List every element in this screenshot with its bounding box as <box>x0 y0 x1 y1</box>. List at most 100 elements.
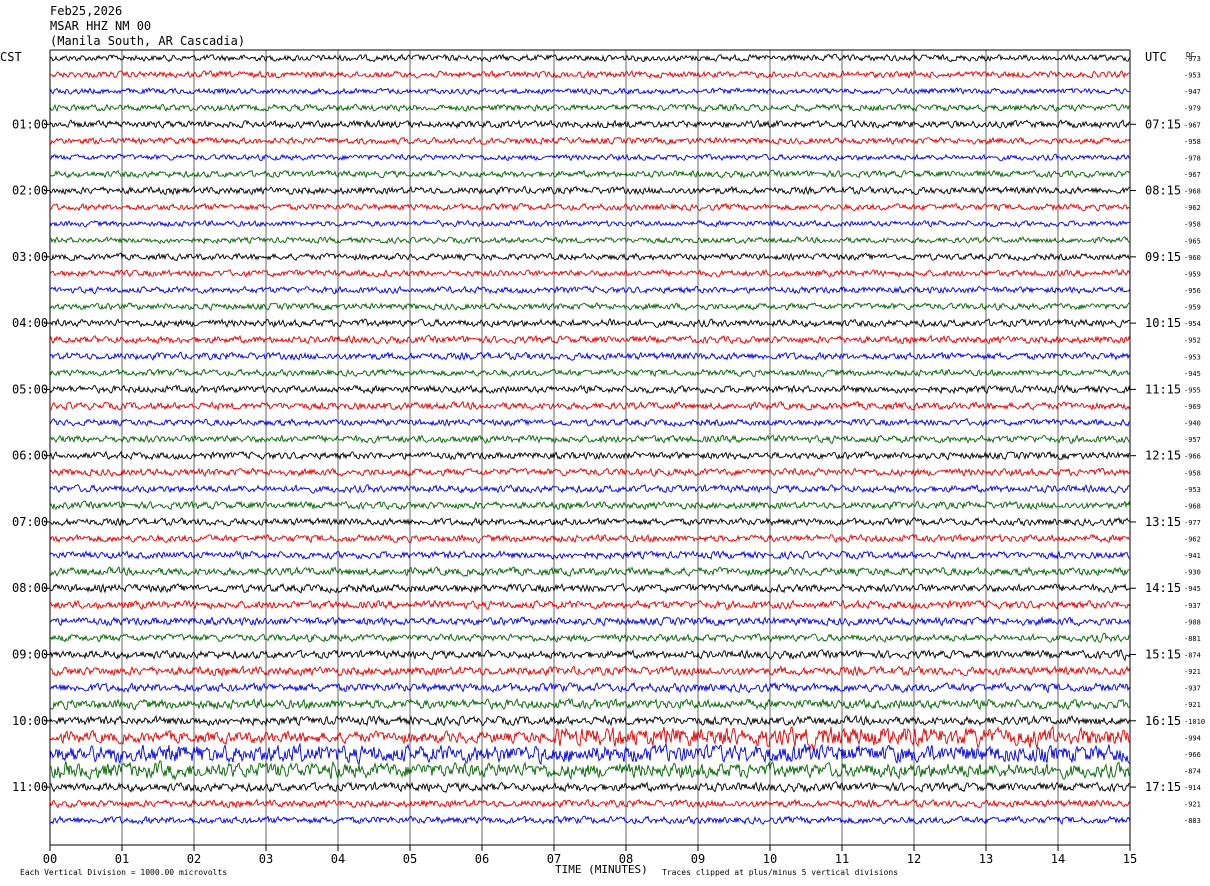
header-station: MSAR HHZ NM 00 <box>50 19 152 33</box>
trace-line <box>49 697 1131 711</box>
trace-line <box>49 285 1131 295</box>
trace-line <box>49 798 1131 809</box>
trace-line <box>49 681 1131 694</box>
dc-offset-label: -959 <box>1184 270 1201 278</box>
trace-line <box>49 550 1131 560</box>
dc-offset-label: -883 <box>1184 817 1201 825</box>
dc-offset-label: -953 <box>1184 486 1201 494</box>
dc-offset-label: -914 <box>1184 784 1201 792</box>
trace-line <box>49 136 1131 146</box>
dc-offset-label: -937 <box>1184 685 1201 693</box>
trace-line <box>49 252 1131 262</box>
dc-offset-label: -921 <box>1184 668 1201 676</box>
dc-offset-label: -955 <box>1184 386 1201 394</box>
dc-offset-label: -958 <box>1184 138 1201 146</box>
dc-offset-label: -973 <box>1184 55 1201 63</box>
header-date: Feb25,2026 <box>50 4 123 18</box>
trace-line <box>49 434 1131 445</box>
grid-lines <box>44 49 1136 851</box>
trace-line <box>49 599 1131 611</box>
right-time-label: 08:15 <box>1145 184 1181 198</box>
left-time-label: 05:00 <box>12 382 48 396</box>
right-time-label: 09:15 <box>1145 250 1181 264</box>
x-tick-label: 00 <box>43 852 57 866</box>
trace-line <box>49 566 1131 578</box>
trace-line <box>49 119 1131 130</box>
trace-line <box>49 632 1131 643</box>
trace-line <box>49 351 1131 361</box>
trace-line <box>49 302 1131 311</box>
x-tick-label: 13 <box>979 852 993 866</box>
trace-line <box>49 500 1131 511</box>
dc-offset-label: -966 <box>1184 453 1201 461</box>
dc-offset-label: -952 <box>1184 337 1201 345</box>
dc-offset-label: -874 <box>1184 768 1201 776</box>
trace-line <box>49 153 1131 162</box>
trace-line <box>49 742 1131 766</box>
left-time-label: 10:00 <box>12 714 48 728</box>
trace-line <box>49 334 1131 345</box>
dc-label: DC <box>1186 51 1194 59</box>
trace-line <box>49 87 1131 96</box>
trace-line <box>49 450 1131 461</box>
trace-line <box>49 269 1131 278</box>
dc-offset-label: -967 <box>1184 121 1201 129</box>
x-tick-label: 09 <box>691 852 705 866</box>
trace-line <box>49 70 1131 79</box>
left-time-label: 07:00 <box>12 515 48 529</box>
trace-line <box>49 185 1131 196</box>
trace-line <box>49 368 1131 378</box>
dc-offset-label: -994 <box>1184 734 1201 742</box>
trace-line <box>49 760 1131 781</box>
dc-offset-label: -953 <box>1184 72 1201 80</box>
left-time-label: 06:00 <box>12 449 48 463</box>
right-time-label: 16:15 <box>1145 714 1181 728</box>
dc-offset-label: -921 <box>1184 801 1201 809</box>
trace-line <box>49 53 1131 63</box>
trace-line <box>49 516 1131 527</box>
trace-line <box>49 582 1131 594</box>
trace-line <box>49 202 1131 212</box>
dc-offset-label: -968 <box>1184 188 1201 196</box>
dc-offset-label: -979 <box>1184 105 1201 113</box>
dc-offset-label: -930 <box>1184 569 1201 577</box>
trace-line <box>49 169 1131 179</box>
dc-offset-label: -953 <box>1184 353 1201 361</box>
dc-offset-label: -937 <box>1184 602 1201 610</box>
dc-offset-label: -956 <box>1184 287 1201 295</box>
x-tick-label: 03 <box>259 852 273 866</box>
dc-offset-label: -1010 <box>1184 718 1205 726</box>
x-tick-label: 04 <box>331 852 345 866</box>
dc-offset-label: -874 <box>1184 652 1201 660</box>
trace-line <box>49 384 1131 395</box>
trace-line <box>49 648 1131 662</box>
scale-footnote: Each Vertical Division = 1000.00 microvo… <box>20 868 227 877</box>
clip-footnote: Traces clipped at plus/minus 5 vertical … <box>662 868 898 877</box>
trace-line <box>50 236 1131 245</box>
dc-offset-label: -962 <box>1184 536 1201 544</box>
dc-offset-label: -969 <box>1184 403 1201 411</box>
dc-offset-label: -958 <box>1184 221 1201 229</box>
left-zone-label: CST <box>0 50 22 64</box>
dc-offset-label: -978 <box>1184 154 1201 162</box>
dc-offset-label: -957 <box>1184 436 1201 444</box>
dc-offset-label: -966 <box>1184 751 1201 759</box>
right-time-label: 13:15 <box>1145 515 1181 529</box>
right-time-label: 12:15 <box>1145 449 1181 463</box>
trace-line <box>49 781 1131 793</box>
dc-offset-label: -959 <box>1184 304 1201 312</box>
dc-offset-label: -958 <box>1184 469 1201 477</box>
trace-line <box>49 815 1131 826</box>
left-time-label: 08:00 <box>12 581 48 595</box>
time-labels: 00 01 02 03 04 05 06 07 08 09 10 11 12 13 14 15 -973 -953… <box>12 55 1205 866</box>
x-tick-label: 06 <box>475 852 489 866</box>
x-tick-label: 08 <box>619 852 633 866</box>
trace-group <box>49 53 1131 826</box>
trace-line <box>49 725 1131 752</box>
right-zone-label: UTC <box>1145 50 1167 64</box>
x-tick-label: 11 <box>835 852 849 866</box>
dc-offset-label: -967 <box>1184 171 1201 179</box>
x-tick-label: 15 <box>1123 852 1137 866</box>
x-tick-label: 10 <box>763 852 777 866</box>
